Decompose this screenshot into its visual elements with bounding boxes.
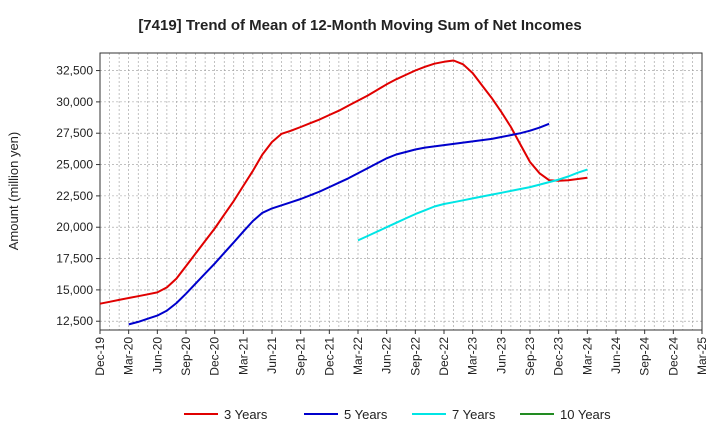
grid [99, 53, 703, 330]
x-tick-label: Mar-20 [122, 337, 136, 375]
x-tick-label: Sep-21 [294, 337, 308, 376]
x-tick-label: Dec-22 [437, 337, 451, 376]
legend: 3 Years 5 Years 7 Years 10 Years [184, 407, 611, 422]
y-tick-label: 20,000 [56, 220, 93, 234]
legend-label: 7 Years [452, 407, 496, 422]
y-axis-label: Amount (million yen) [6, 132, 21, 251]
x-tick-label: Dec-23 [552, 337, 566, 376]
x-tick-label: Sep-24 [638, 337, 652, 376]
y-tick-label: 22,500 [56, 189, 93, 203]
y-tick-label: 17,500 [56, 252, 93, 266]
x-tick-label: Sep-22 [408, 337, 422, 376]
x-tick-label: Jun-22 [380, 337, 394, 374]
axis-ticks: 12,500 15,000 17,500 20,000 22,500 25,000 27,5… [56, 64, 709, 376]
y-tick-label: 30,000 [56, 95, 93, 109]
y-tick-label: 27,500 [56, 126, 93, 140]
x-tick-label: Dec-24 [666, 337, 680, 376]
chart-title: [7419] Trend of Mean of 12-Month Moving … [138, 17, 581, 34]
series-lines [99, 59, 588, 326]
plot-frame [99, 52, 703, 331]
series-line-3-years [99, 59, 588, 305]
x-tick-label: Dec-20 [208, 337, 222, 376]
legend-label: 3 Years [224, 407, 268, 422]
series-line-5-years [128, 122, 550, 326]
y-tick-label: 15,000 [56, 283, 93, 297]
x-tick-label: Jun-21 [265, 337, 279, 374]
y-tick-label: 25,000 [56, 158, 93, 172]
x-tick-label: Dec-19 [93, 337, 107, 376]
x-tick-label: Mar-25 [695, 337, 709, 375]
x-tick-label: Mar-23 [466, 337, 480, 375]
legend-label: 5 Years [344, 407, 388, 422]
legend-label: 10 Years [560, 407, 611, 422]
x-tick-label: Jun-24 [609, 337, 623, 374]
x-tick-label: Sep-23 [523, 337, 537, 376]
x-tick-label: Sep-20 [179, 337, 193, 376]
x-tick-label: Jun-23 [494, 337, 508, 374]
series-line-7-years [357, 168, 588, 242]
x-tick-label: Mar-21 [236, 337, 250, 375]
x-tick-label: Mar-22 [351, 337, 365, 375]
x-tick-label: Jun-20 [150, 337, 164, 374]
x-tick-label: Dec-21 [322, 337, 336, 376]
y-tick-label: 32,500 [56, 64, 93, 78]
y-tick-label: 12,500 [56, 314, 93, 328]
x-tick-label: Mar-24 [580, 337, 594, 375]
